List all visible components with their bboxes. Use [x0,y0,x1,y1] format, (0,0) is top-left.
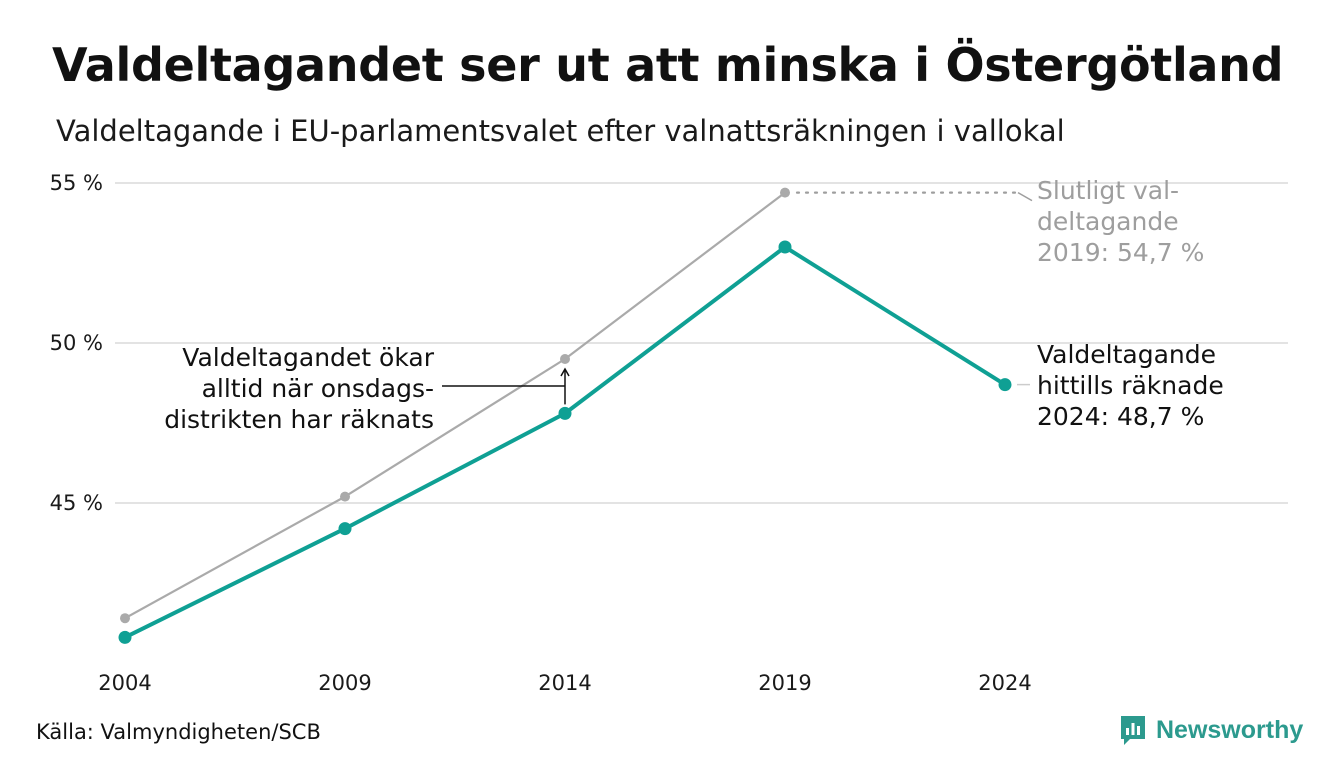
x-tick-label-2019: 2019 [758,671,811,695]
annotation-final-2019-line-3: 2019: 54,7 % [1037,238,1204,267]
x-tick-label-2024: 2024 [978,671,1031,695]
data-point-counted-2004 [118,630,132,644]
page-subtitle: Valdeltagande i EU-parlamentsvalet efter… [56,114,1065,148]
annotation-counted-2024-line-1: Valdeltagande [1037,340,1216,369]
y-tick-label-55: 55 % [50,171,103,195]
annotation-final-2019-line-1: Slutligt val- [1037,176,1179,205]
annotation-arrow-head [560,367,570,377]
data-point-counted-2009 [338,522,352,536]
bar-chart-speech-icon [1121,716,1145,745]
data-point-final-2019 [780,187,790,198]
brand-name: Newsworthy [1156,715,1304,744]
y-tick-label-45: 45 % [50,491,103,515]
series-line-final [123,191,787,620]
series-line-counted [123,245,1007,640]
x-tick-label-2009: 2009 [318,671,371,695]
data-point-counted-2019 [778,240,792,254]
data-point-final-2004 [120,613,130,624]
y-tick-label-50: 50 % [50,331,103,355]
annotation-counted-2024-line-2: hittills räknade [1037,371,1224,400]
annotation-increase-line-3: distrikten har räknats [164,405,434,434]
source-note: Källa: Valmyndigheten/SCB [36,720,321,744]
annotation-increase-line-1: Valdeltagandet ökar [182,343,434,372]
page-title: Valdeltagandet ser ut att minska i Öster… [52,38,1284,92]
annotation-increase-line-2: alltid när onsdags- [202,374,434,403]
data-point-counted-2024 [998,378,1012,392]
data-point-final-2009 [340,491,350,502]
annotation-final-2019-line-2: deltagande [1037,207,1179,236]
data-point-final-2014 [560,354,570,364]
x-tick-label-2014: 2014 [538,671,591,695]
x-tick-label-2004: 2004 [98,671,151,695]
annotation-leader-tick [1017,191,1033,202]
annotation-counted-2024-line-3: 2024: 48,7 % [1037,402,1204,431]
data-point-counted-2014 [558,406,572,420]
newsworthy-logo: Newsworthy [1118,713,1303,747]
